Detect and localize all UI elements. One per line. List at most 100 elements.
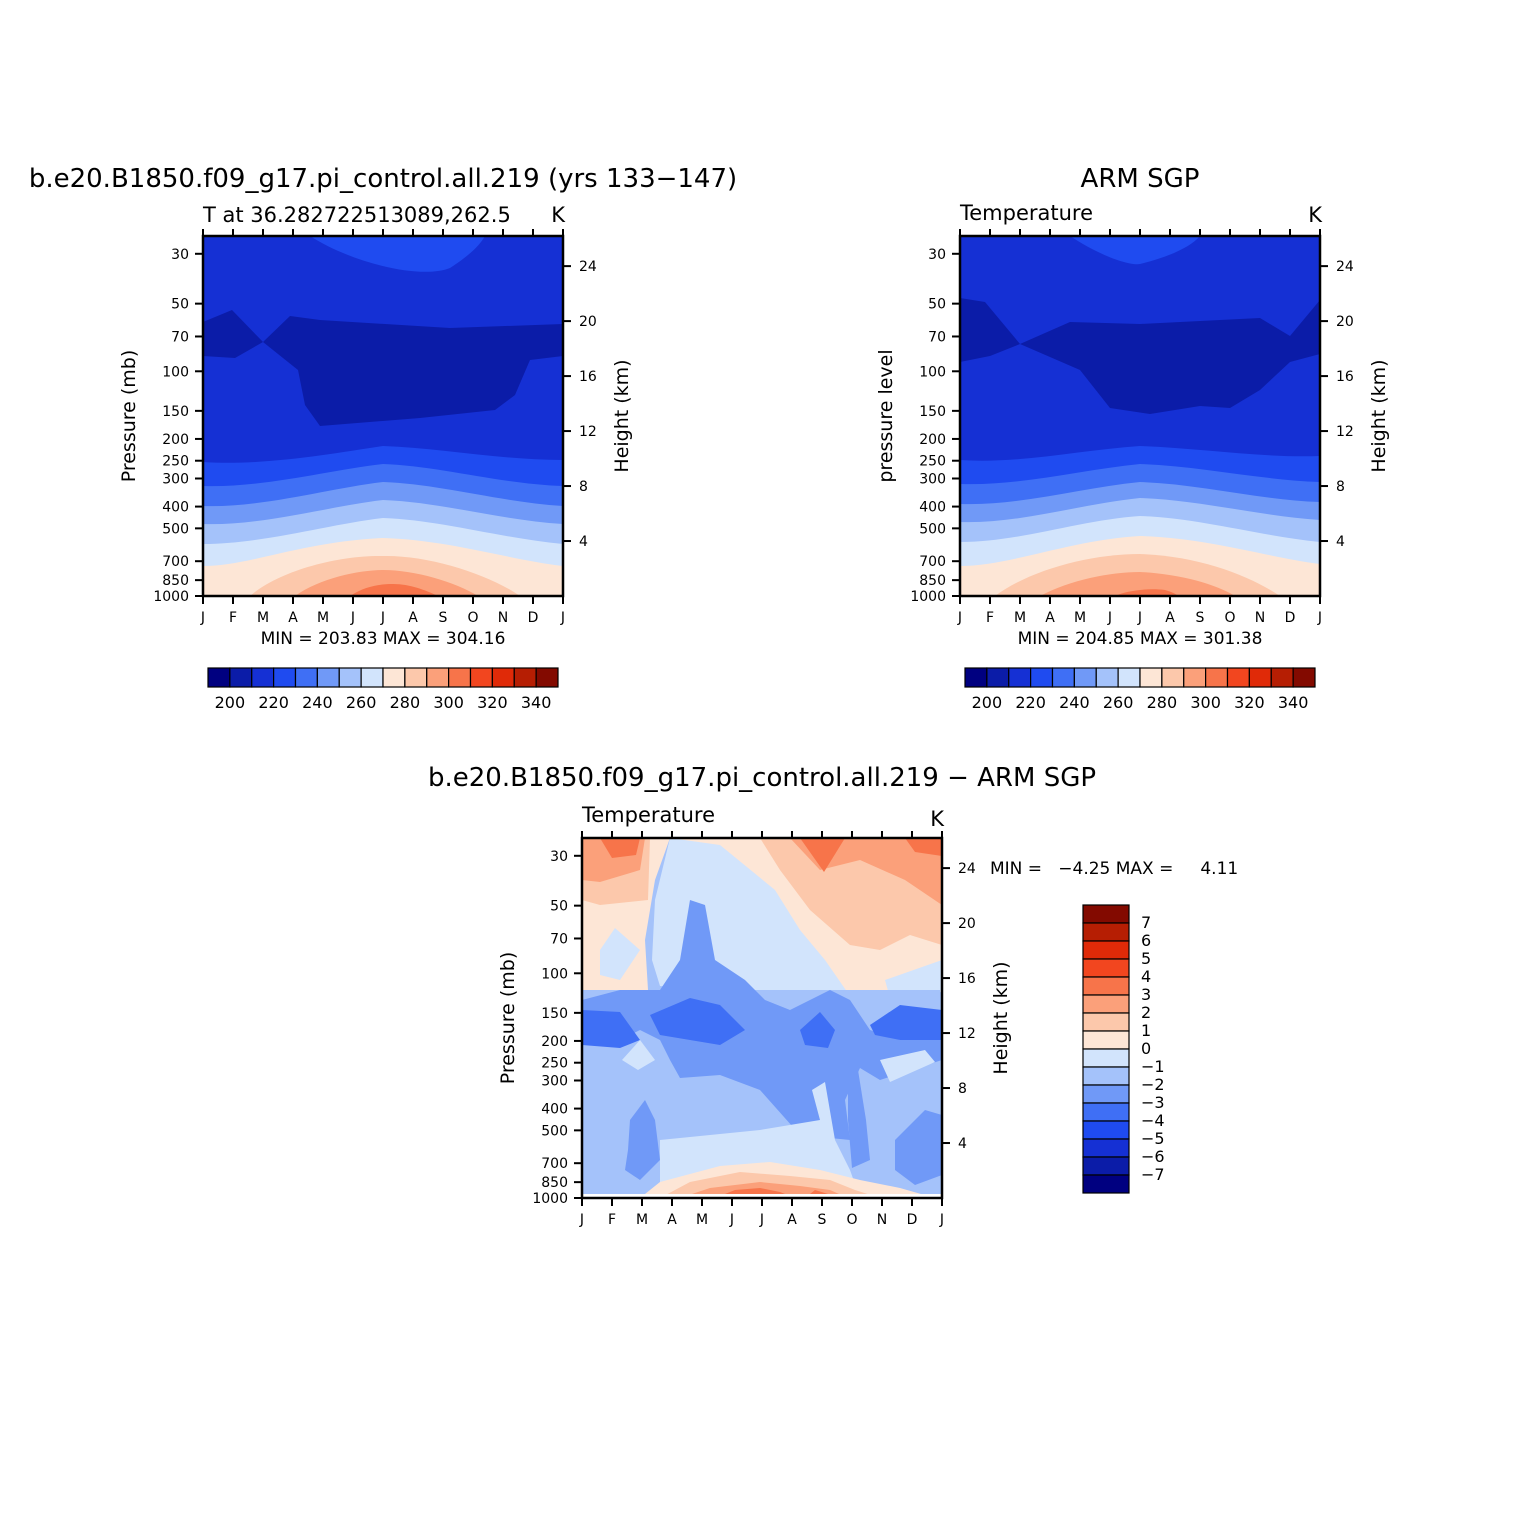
panel-model-ylabel: Pressure (mb) [118, 350, 140, 483]
y-tick-label: 1000 [910, 589, 946, 605]
y-tick-label: 850 [162, 573, 189, 589]
x-tick-label: J [200, 610, 205, 626]
y-tick-label: 250 [919, 454, 946, 470]
colorbar-swatch [338, 667, 362, 688]
y-right-tick-label: 24 [1336, 259, 1354, 275]
panel-model-title: b.e20.B1850.f09_g17.pi_control.all.219 (… [29, 164, 737, 194]
colorbar-label: 240 [302, 693, 333, 712]
colorbar-label: 220 [258, 693, 289, 712]
colorbar-swatch [1073, 667, 1097, 688]
colorbar-label: −2 [1141, 1075, 1165, 1094]
x-tick-label: D [1285, 610, 1296, 626]
x-tick-label: J [579, 1212, 584, 1228]
panel-diff-subtitle: Temperature [581, 803, 715, 827]
colorbar-label: 320 [477, 693, 508, 712]
panel-model-ylabel-right: Height (km) [611, 359, 633, 472]
colorbar-swatch [1082, 922, 1130, 942]
colorbar-swatch [1082, 1084, 1130, 1104]
colorbar-label: −4 [1141, 1111, 1165, 1130]
x-tick-label: O [1224, 610, 1235, 626]
panel-model-units: K [551, 203, 566, 227]
panel-obs-ylabel-right: Height (km) [1368, 359, 1390, 472]
colorbar-swatch [1292, 667, 1316, 688]
colorbar-label: 3 [1141, 985, 1151, 1004]
x-tick-label: A [408, 610, 418, 626]
y-tick-label: 1000 [153, 589, 189, 605]
colorbar-swatch [491, 667, 515, 688]
y-tick-label: 50 [171, 297, 189, 313]
colorbar-label: 320 [1234, 693, 1265, 712]
x-tick-label: M [696, 1212, 708, 1228]
colorbar-swatch [1248, 667, 1272, 688]
panel-model-contours [203, 236, 563, 596]
x-tick-label: N [877, 1212, 887, 1228]
x-tick-label: J [957, 610, 962, 626]
panel-diff-contours [582, 838, 942, 1198]
colorbar-swatch [1082, 1120, 1130, 1140]
panel-diff-title: b.e20.B1850.f09_g17.pi_control.all.219 −… [428, 763, 1096, 793]
colorbar-swatch [251, 667, 275, 688]
x-tick-label: S [439, 610, 448, 626]
colorbar-label: 7 [1141, 913, 1151, 932]
y-right-tick-label: 20 [579, 314, 597, 330]
colorbar-label: 280 [1147, 693, 1178, 712]
y-tick-label: 200 [162, 432, 189, 448]
colorbar-swatch [1008, 667, 1032, 688]
y-tick-label: 700 [162, 554, 189, 570]
colorbar-swatch [1082, 1012, 1130, 1032]
y-tick-label: 30 [550, 849, 568, 865]
colorbar-swatch [207, 667, 231, 688]
y-tick-label: 150 [162, 404, 189, 420]
y-right-tick-label: 4 [1336, 534, 1345, 550]
colorbar-label: 1 [1141, 1021, 1151, 1040]
colorbar-swatch [294, 667, 318, 688]
y-right-tick-label: 16 [579, 369, 597, 385]
colorbar-swatch [1082, 1102, 1130, 1122]
x-tick-label: M [636, 1212, 648, 1228]
x-tick-label: M [257, 610, 269, 626]
colorbar-swatch [469, 667, 493, 688]
colorbar-swatch [316, 667, 340, 688]
panel-diff-ylabel: Pressure (mb) [497, 952, 519, 1085]
x-tick-label: D [907, 1212, 918, 1228]
panel-obs-contours [960, 236, 1320, 596]
y-right-tick-label: 24 [958, 861, 976, 877]
x-tick-label: S [1196, 610, 1205, 626]
x-tick-label: A [288, 610, 298, 626]
x-tick-label: N [1255, 610, 1265, 626]
y-tick-label: 30 [171, 247, 189, 263]
x-tick-label: N [498, 610, 508, 626]
y-tick-label: 70 [928, 329, 946, 345]
y-right-tick-label: 8 [958, 1081, 967, 1097]
y-tick-label: 700 [919, 554, 946, 570]
colorbar-swatch [1205, 667, 1229, 688]
y-right-tick-label: 8 [579, 479, 588, 495]
colorbar-swatch [1030, 667, 1054, 688]
colorbar-label: 340 [1278, 693, 1309, 712]
x-tick-label: J [1107, 610, 1112, 626]
colorbar-label: 6 [1141, 931, 1151, 950]
colorbar-label: 260 [346, 693, 377, 712]
y-tick-label: 150 [541, 1006, 568, 1022]
colorbar-swatch [273, 667, 297, 688]
y-right-tick-label: 12 [579, 424, 597, 440]
colorbar-label: 200 [972, 693, 1003, 712]
colorbar-label: −6 [1141, 1147, 1165, 1166]
y-right-tick-label: 12 [1336, 424, 1354, 440]
colorbar-swatch [1082, 1174, 1130, 1194]
colorbar-label: 340 [521, 693, 552, 712]
panel-obs-stats: MIN = 204.85 MAX = 301.38 [1018, 629, 1263, 649]
colorbar-swatch [986, 667, 1010, 688]
y-right-tick-label: 24 [579, 259, 597, 275]
y-tick-label: 150 [919, 404, 946, 420]
colorbar-label: 300 [433, 693, 464, 712]
colorbar-swatch [1117, 667, 1141, 688]
y-tick-label: 400 [919, 500, 946, 516]
colorbar-label: 5 [1141, 949, 1151, 968]
colorbar-label: 4 [1141, 967, 1151, 986]
y-tick-label: 100 [919, 364, 946, 380]
colorbar-swatch [448, 667, 472, 688]
x-tick-label: D [528, 610, 539, 626]
y-right-tick-label: 4 [958, 1136, 967, 1152]
panel-model-stats: MIN = 203.83 MAX = 304.16 [261, 629, 506, 649]
